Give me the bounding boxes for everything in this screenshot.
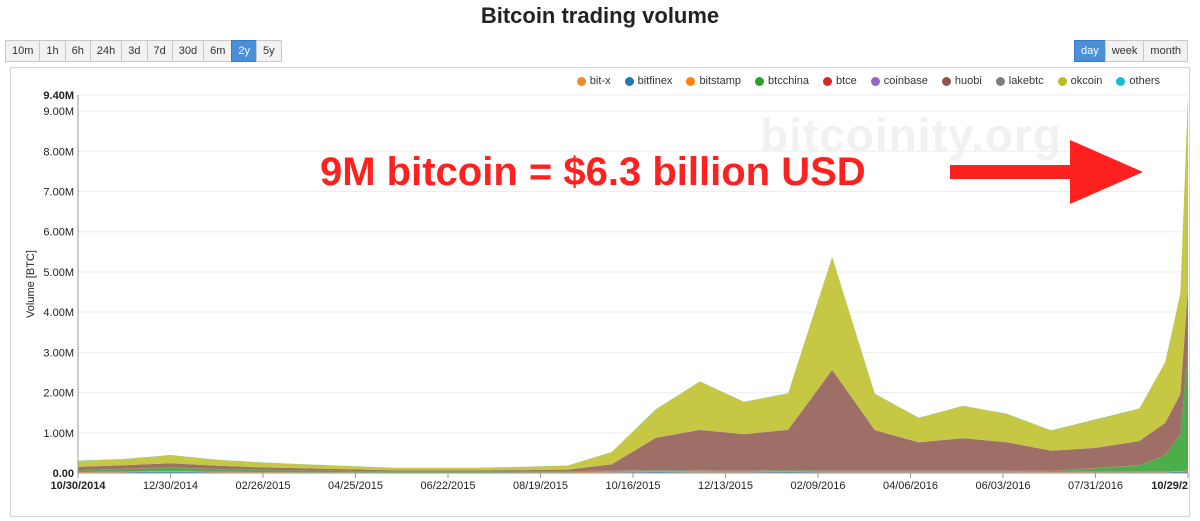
legend-swatch xyxy=(576,76,586,86)
chart-title: Bitcoin trading volume xyxy=(480,3,720,28)
legend-item-bitfinex[interactable]: bitfinex xyxy=(624,75,673,87)
x-tick-label: 10/29/2 xyxy=(1151,480,1188,492)
y-tick-label: 9.00M xyxy=(43,106,74,118)
range-button-6h[interactable]: 6h xyxy=(64,40,91,62)
x-tick-label: 12/13/2015 xyxy=(698,480,753,492)
range-button-2y[interactable]: 2y xyxy=(231,40,258,62)
legend-item-bit-x[interactable]: bit-x xyxy=(576,75,611,87)
y-tick-label: 1.00M xyxy=(43,428,74,440)
annotation-text: 9M bitcoin = $6.3 billion USD xyxy=(320,150,866,194)
y-axis-label: Volume [BTC] xyxy=(25,250,37,318)
legend-item-btce[interactable]: btce xyxy=(823,75,857,87)
legend-label: huobi xyxy=(954,75,982,87)
x-tick-label: 10/30/2014 xyxy=(50,480,106,492)
legend-item-okcoin[interactable]: okcoin xyxy=(1057,75,1103,87)
x-tick-label: 07/31/2016 xyxy=(1068,480,1123,492)
y-tick-label: 8.00M xyxy=(43,146,74,158)
y-tick-label: 4.00M xyxy=(43,307,74,319)
y-tick-label: 3.00M xyxy=(43,347,74,359)
x-tick-label: 08/19/2015 xyxy=(513,480,568,492)
legend-swatch xyxy=(624,76,634,86)
legend-item-btcchina[interactable]: btcchina xyxy=(755,75,809,87)
watermark: bitcoinity.org xyxy=(760,109,1062,161)
range-button-30d[interactable]: 30d xyxy=(171,40,205,62)
legend-swatch xyxy=(870,76,880,86)
legend-label: bit-x xyxy=(589,75,611,87)
legend-label: lakebtc xyxy=(1008,75,1044,87)
legend-swatch xyxy=(823,76,832,86)
legend-swatch xyxy=(1116,76,1126,86)
y-tick-label: 6.00M xyxy=(43,227,74,239)
legend-item-lakebtc[interactable]: lakebtc xyxy=(995,75,1044,87)
x-tick-label: 02/26/2015 xyxy=(235,480,290,492)
arrow-head xyxy=(1070,140,1143,204)
y-tick-label: 7.00M xyxy=(43,187,74,199)
x-tick-label: 10/16/2015 xyxy=(605,480,660,492)
legend-label: others xyxy=(1129,75,1160,87)
legend-swatch xyxy=(755,76,765,86)
y-tick-label: 9.40M xyxy=(43,90,74,102)
x-tick-label: 06/03/2016 xyxy=(975,480,1030,492)
period-button-week[interactable]: week xyxy=(1104,40,1145,62)
series-area-huobi xyxy=(78,288,1188,472)
legend-item-others[interactable]: others xyxy=(1116,75,1160,87)
range-button-7d[interactable]: 7d xyxy=(146,40,173,62)
x-tick-label: 02/09/2016 xyxy=(790,480,845,492)
legend-swatch xyxy=(1057,76,1067,86)
chart-legend: bit-x bitfinex bitstamp btcchina btce coinbas… xyxy=(576,75,1160,87)
period-button-month[interactable]: month xyxy=(1143,40,1188,62)
range-button-5y[interactable]: 5y xyxy=(256,40,282,62)
chart-frame xyxy=(10,67,1190,517)
range-button-3d[interactable]: 3d xyxy=(121,40,148,62)
series-area-bitstamp xyxy=(78,470,1188,473)
legend-label: btcchina xyxy=(768,75,809,87)
y-tick-label: 5.00M xyxy=(43,267,74,279)
x-tick-label: 12/30/2014 xyxy=(143,480,198,492)
legend-item-huobi[interactable]: huobi xyxy=(941,75,982,87)
x-tick-label: 04/06/2016 xyxy=(883,480,938,492)
range-button-24h[interactable]: 24h xyxy=(89,40,123,62)
legend-label: btce xyxy=(836,75,857,87)
legend-label: coinbase xyxy=(883,75,928,87)
series-area-okcoin xyxy=(78,95,1188,471)
x-tick-label: 06/22/2015 xyxy=(420,480,475,492)
arrow-shaft xyxy=(950,165,1075,179)
legend-item-bitstamp[interactable]: bitstamp xyxy=(686,75,741,87)
y-tick-label: 0.00 xyxy=(53,468,74,480)
legend-label: okcoin xyxy=(1070,75,1103,87)
y-tick-label: 2.00M xyxy=(43,388,74,400)
legend-swatch xyxy=(686,76,696,86)
x-tick-label: 04/25/2015 xyxy=(328,480,383,492)
legend-label: bitfinex xyxy=(637,75,673,87)
legend-item-coinbase[interactable]: coinbase xyxy=(870,75,928,87)
legend-swatch xyxy=(995,76,1005,86)
time-range-selector: 10m 1h 6h 24h 3d 7d 30d 6m 2y 5y xyxy=(5,40,282,62)
legend-label: bitstamp xyxy=(699,75,742,87)
period-selector: day week month xyxy=(1073,40,1188,62)
legend-swatch xyxy=(941,76,951,86)
